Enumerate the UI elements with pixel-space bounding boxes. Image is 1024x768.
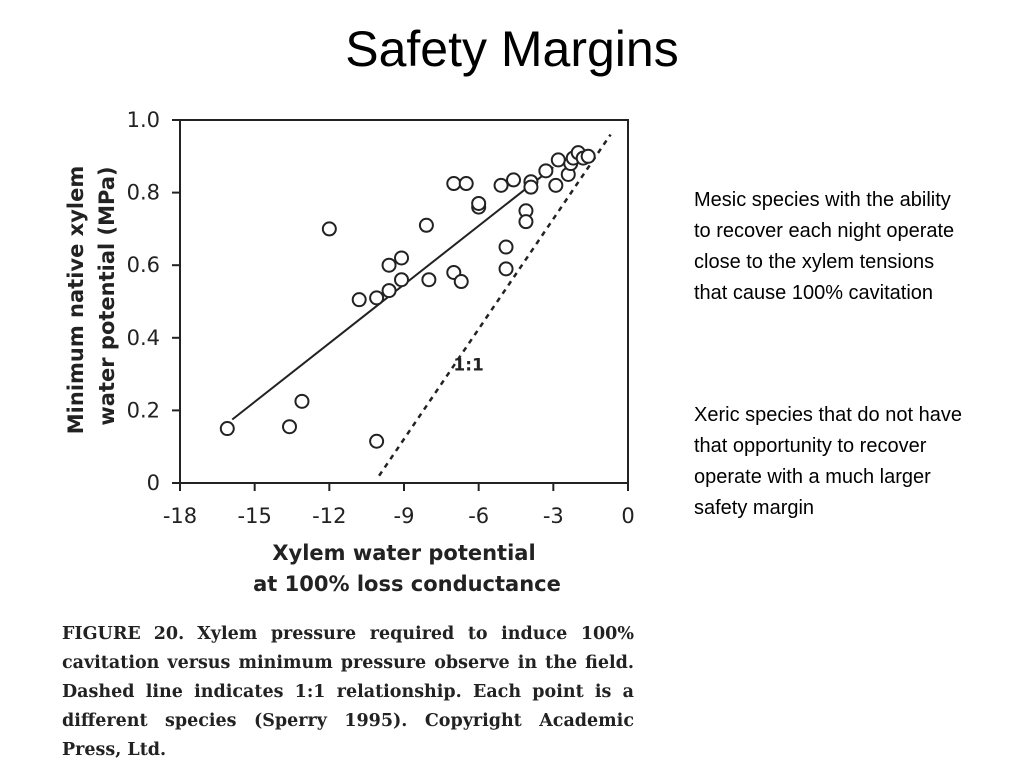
data-point — [523, 179, 539, 195]
x-tick-label: -6 — [468, 504, 489, 528]
data-point — [381, 283, 397, 299]
data-point — [351, 292, 367, 308]
data-point — [294, 393, 310, 409]
caption-number: 20. — [153, 624, 185, 644]
y-tick-label: 1.0 — [127, 108, 160, 132]
x-axis-title-line2: at 100% loss conductance — [253, 572, 561, 596]
data-point — [418, 217, 434, 233]
data-point — [381, 257, 397, 273]
scatter-chart: -18 -15 -12 -9 -6 -3 0 0 0.2 0.4 0.6 0.8 1.0 1:1 Xy… — [64, 108, 635, 596]
y-axis: 0 0.2 0.4 0.6 0.8 1.0 — [127, 108, 180, 495]
data-point — [506, 172, 522, 188]
y-tick-label: 0.2 — [127, 398, 160, 422]
y-tick-label: 0 — [147, 471, 160, 495]
reference-line-label: 1:1 — [453, 355, 483, 375]
x-tick-label: -3 — [543, 504, 564, 528]
caption-label: FIGURE — [62, 624, 141, 644]
y-axis-title-line1: Minimum native xylem — [64, 166, 88, 434]
y-tick-label: 0.8 — [127, 181, 160, 205]
data-point — [321, 221, 337, 237]
y-tick-label: 0.6 — [127, 253, 160, 277]
data-point — [446, 176, 462, 192]
slide-title: Safety Margins — [345, 21, 679, 77]
data-point — [580, 148, 596, 164]
data-point — [518, 214, 534, 230]
x-tick-label: -9 — [394, 504, 415, 528]
figure-caption: FIGURE 20. Xylem pressure required to in… — [62, 620, 634, 765]
data-point — [471, 195, 487, 211]
data-point — [369, 433, 385, 449]
y-axis-title-line2: water potential (MPa) — [95, 166, 119, 425]
note-xeric-species: Xeric species that do not have that oppo… — [694, 404, 962, 519]
x-axis-title-line1: Xylem water potential — [272, 541, 535, 565]
note-mesic-species: Mesic species with the ability to recove… — [694, 189, 955, 304]
x-tick-label: -12 — [312, 504, 346, 528]
data-point — [282, 419, 298, 435]
x-tick-label: -15 — [238, 504, 272, 528]
data-point — [498, 239, 514, 255]
data-point — [498, 261, 514, 277]
caption-text: Xylem pressure required to induce 100% c… — [62, 624, 634, 760]
data-point — [493, 177, 509, 193]
y-tick-label: 0.4 — [127, 326, 160, 350]
data-point — [538, 163, 554, 179]
data-point — [548, 177, 564, 193]
data-point — [394, 272, 410, 288]
data-point — [453, 274, 469, 290]
data-point — [550, 152, 566, 168]
data-points — [219, 145, 596, 449]
data-point — [421, 272, 437, 288]
data-point — [369, 290, 385, 306]
x-tick-label: -18 — [163, 504, 197, 528]
one-to-one-dashed-line — [378, 133, 612, 477]
x-axis: -18 -15 -12 -9 -6 -3 0 — [163, 483, 635, 528]
x-tick-label: 0 — [621, 504, 634, 528]
data-point — [219, 421, 235, 437]
data-point — [394, 250, 410, 266]
data-point — [458, 176, 474, 192]
